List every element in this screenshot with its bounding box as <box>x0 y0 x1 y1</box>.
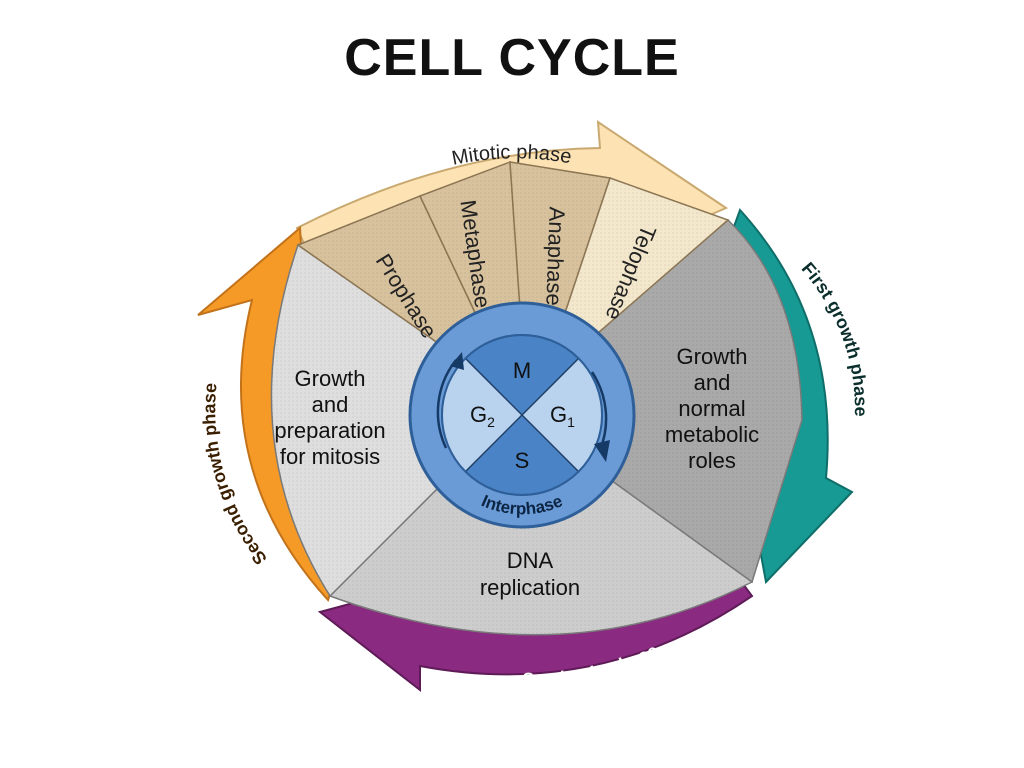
g1-description: Growth and normal metabolic roles <box>665 344 759 473</box>
g2-line-2: and <box>312 392 349 417</box>
ring-arrowhead-left-icon <box>450 352 464 370</box>
g1-line-1: Growth <box>677 344 748 369</box>
g2-line-4: for mitosis <box>280 444 380 469</box>
g1-label: G1 <box>550 402 575 430</box>
g2-line-1: Growth <box>295 366 366 391</box>
g2-label: G2 <box>470 402 495 430</box>
anaphase-label: Anaphase <box>541 206 569 306</box>
s-line-1: DNA <box>507 548 554 573</box>
g1-line-4: metabolic <box>665 422 759 447</box>
g1-sector-texture <box>590 220 802 582</box>
mitosis-wedges-texture <box>298 162 728 348</box>
g2-sector-texture <box>271 245 448 596</box>
slide-title: CELL CYCLE <box>344 29 680 87</box>
g2-line-3: preparation <box>274 418 385 443</box>
g2-description: Growth and preparation for mitosis <box>274 366 385 469</box>
ring-arrowhead-right-icon <box>594 440 610 462</box>
s-label: S <box>515 448 530 473</box>
g2-quadrant <box>441 358 522 472</box>
interphase-hub: M S G2 G1 Interphase <box>408 301 636 529</box>
m-label: M <box>513 358 531 383</box>
s-sector-texture <box>330 478 752 635</box>
ring-arrow-left-icon <box>436 359 457 449</box>
g1-line-5: roles <box>688 448 736 473</box>
s-line-2: replication <box>480 575 580 600</box>
g1-quadrant <box>522 358 603 472</box>
g1-line-3: normal <box>678 396 745 421</box>
s-description: DNA replication <box>480 548 580 600</box>
g1-line-2: and <box>694 370 731 395</box>
